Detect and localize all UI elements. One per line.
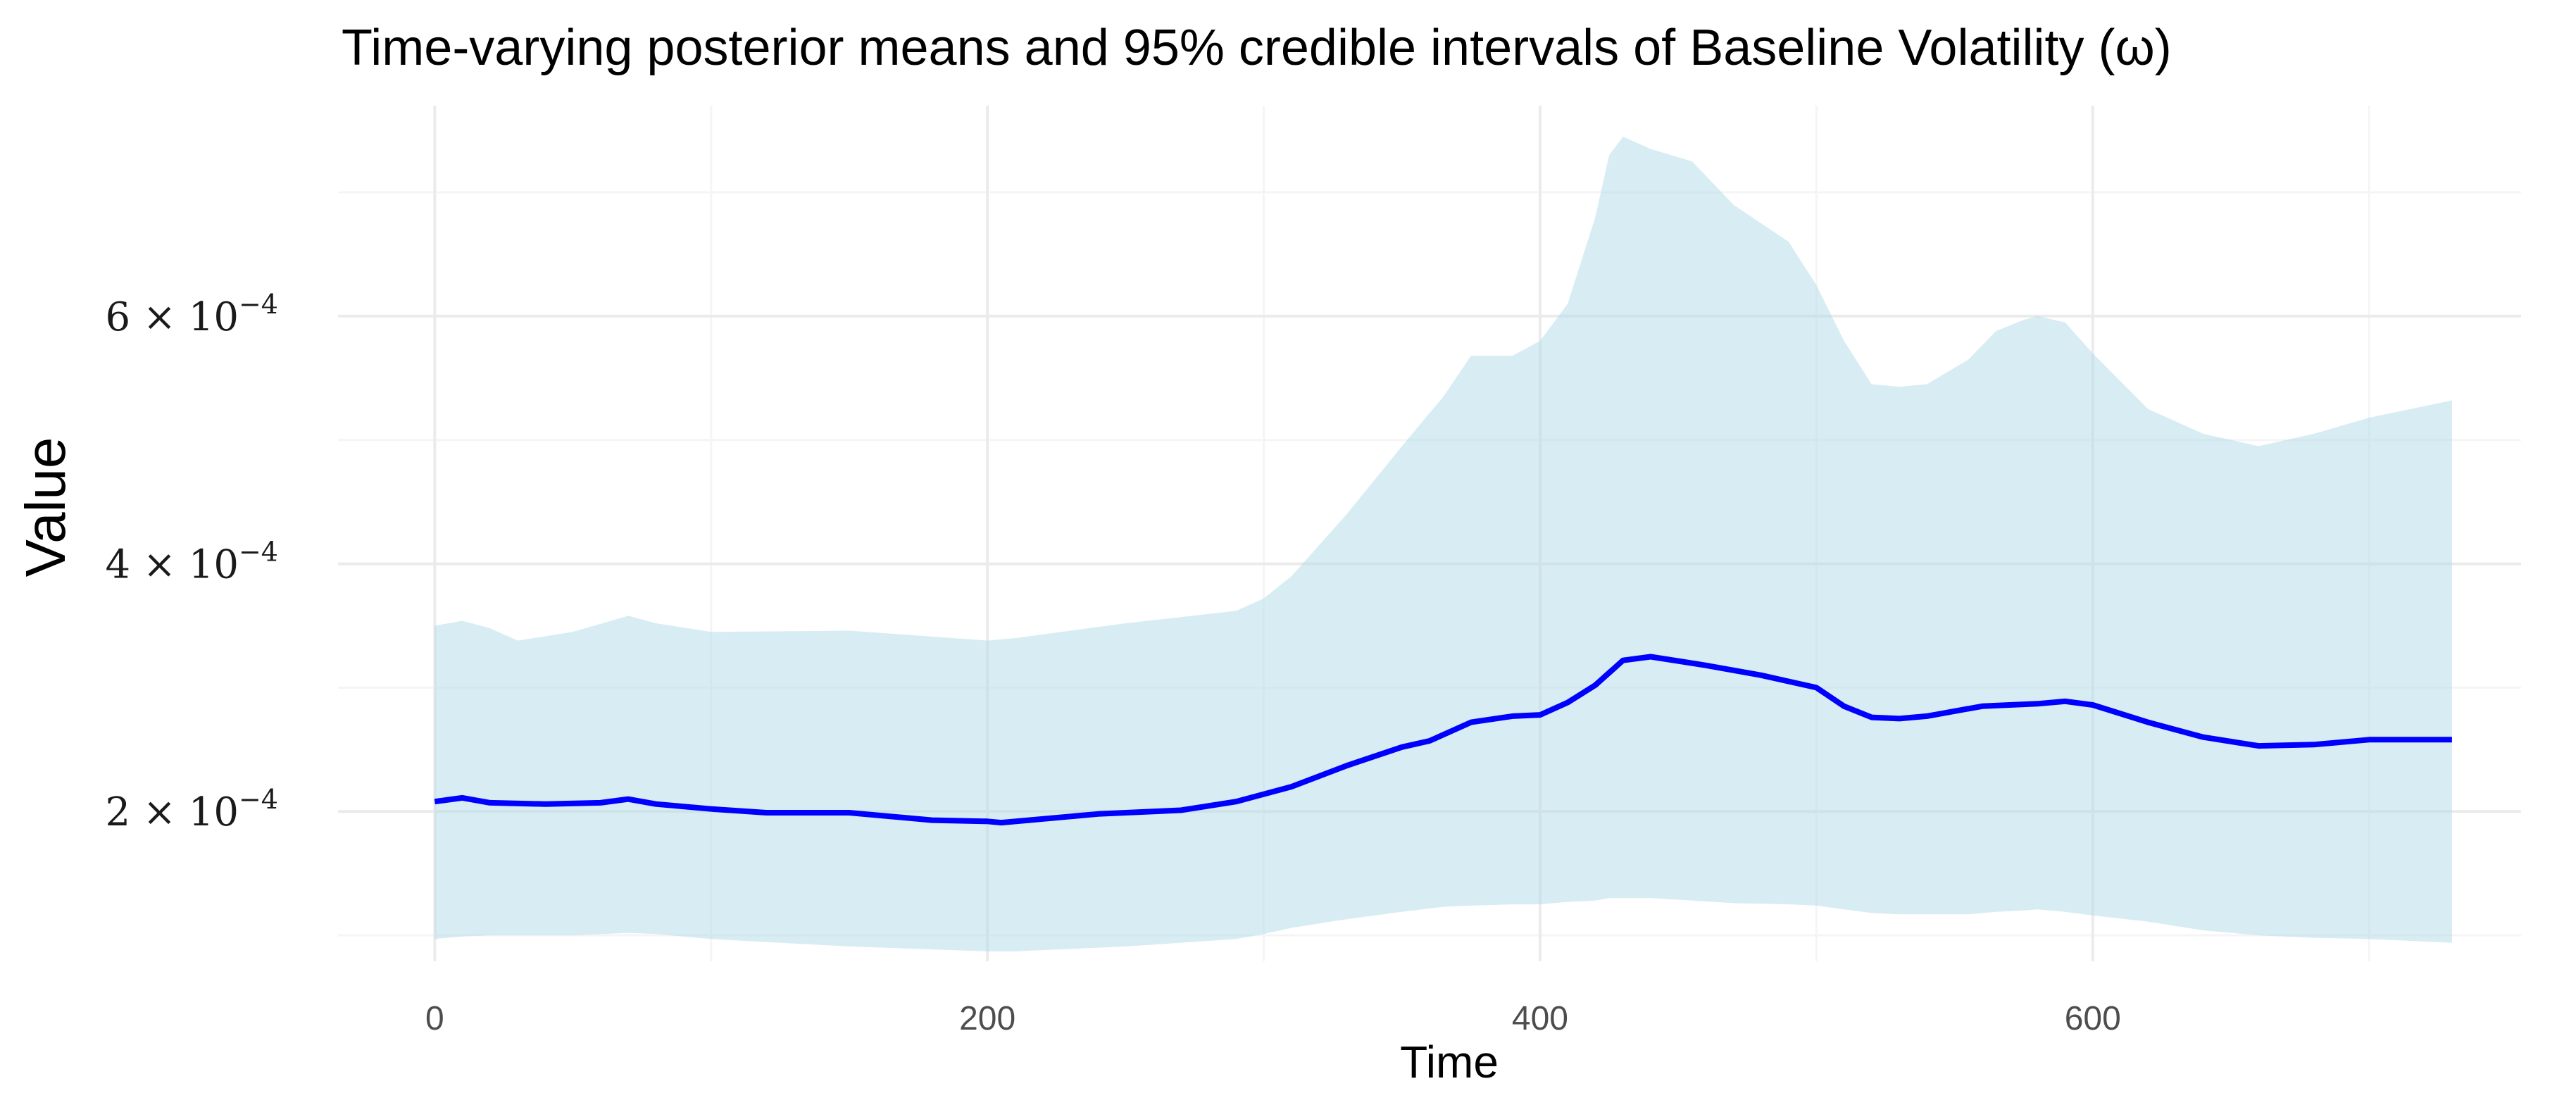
x-tick-label: 0	[425, 1000, 444, 1037]
grid-lines	[338, 106, 2521, 961]
x-axis-title: Time	[1400, 1037, 1499, 1087]
y-tick-label: 6 × 10−4	[106, 289, 278, 340]
x-axis-ticks: 0 200 400 600	[425, 1000, 2121, 1037]
posterior-mean-line	[434, 654, 2452, 826]
y-axis-ticks: 2 × 10−4 4 × 10−4 6 × 10−4	[106, 289, 278, 835]
y-tick-label: 2 × 10−4	[106, 784, 278, 835]
x-tick-label: 600	[2065, 1000, 2121, 1037]
posterior-mean-line-layer	[434, 654, 2452, 826]
chart-title: Time-varying posterior means and 95% cre…	[342, 20, 2172, 76]
x-tick-label: 200	[959, 1000, 1015, 1037]
y-tick-label: 4 × 10−4	[106, 537, 278, 588]
credible-interval-band-layer	[434, 137, 2452, 951]
x-tick-label: 400	[1512, 1000, 1568, 1037]
credible-interval-band	[434, 137, 2452, 951]
y-axis-title: Value	[14, 437, 77, 577]
